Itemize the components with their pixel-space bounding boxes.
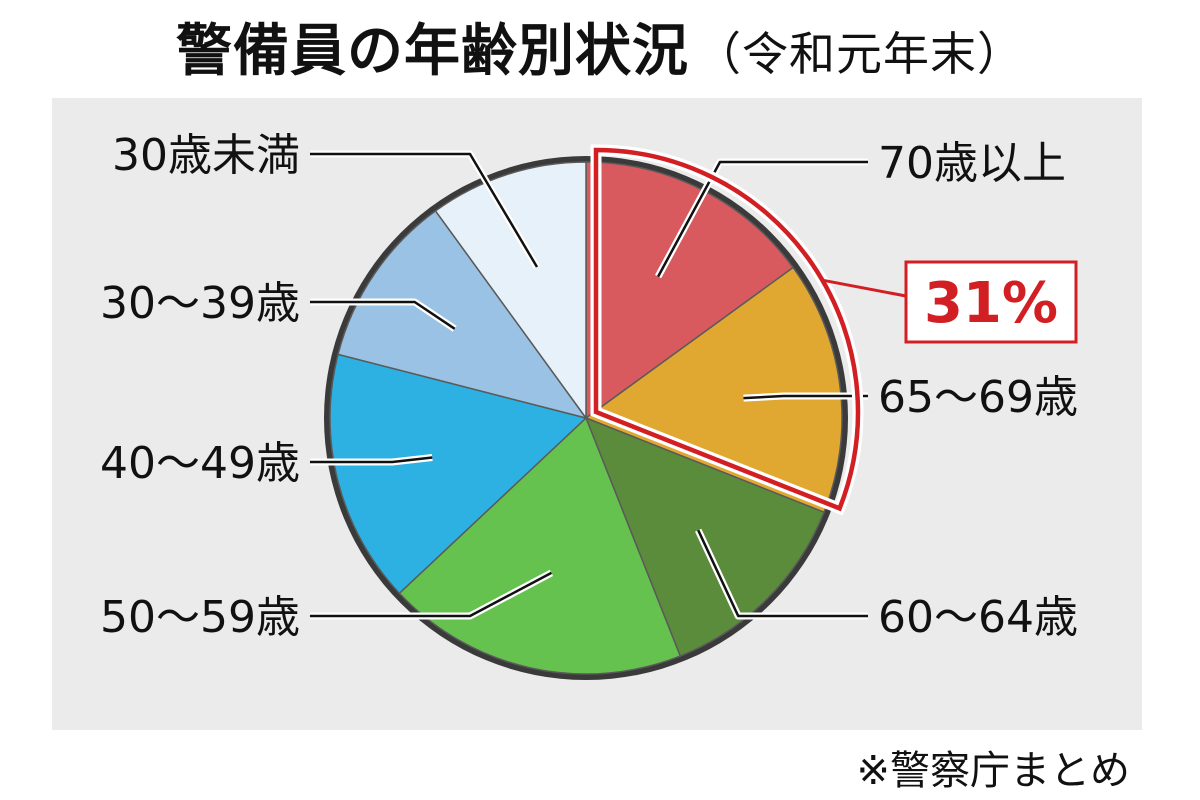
leader-line-1 bbox=[657, 160, 868, 278]
slice-label-4: 50～59歳 bbox=[100, 592, 300, 643]
pie-slice-5 bbox=[329, 353, 588, 595]
leader-line-2 bbox=[743, 394, 868, 400]
pie-slice-6 bbox=[337, 209, 588, 420]
highlight-outline bbox=[593, 147, 861, 512]
leader-line-4 bbox=[310, 571, 552, 618]
leader-line-6 bbox=[310, 300, 456, 330]
slice-label-2: 65～69歳 bbox=[878, 372, 1078, 423]
slice-label-1: 70歳以上 bbox=[878, 138, 1066, 189]
leader-line-5 bbox=[310, 456, 433, 464]
chart-subtitle: （令和元年末） bbox=[695, 27, 1024, 81]
slice-label-7: 30歳未満 bbox=[112, 130, 300, 181]
chart-title: 警備員の年齢別状況 （令和元年末） bbox=[0, 6, 1200, 87]
callout-connector bbox=[822, 278, 907, 298]
chart-title-main: 警備員の年齢別状況 bbox=[176, 19, 689, 84]
leader-line-3 bbox=[697, 529, 868, 618]
leader-line-7 bbox=[310, 152, 539, 268]
pie-slice-7 bbox=[434, 161, 587, 421]
callout-box bbox=[904, 260, 1078, 344]
highlight-percent-label: 31% bbox=[924, 271, 1058, 336]
slice-label-5: 40～49歳 bbox=[100, 438, 300, 489]
slice-label-3: 60～64歳 bbox=[878, 592, 1078, 643]
pie-slice-2 bbox=[584, 266, 843, 514]
slice-label-6: 30～39歳 bbox=[100, 278, 300, 329]
source-note: ※警察庁まとめ bbox=[856, 748, 1130, 794]
